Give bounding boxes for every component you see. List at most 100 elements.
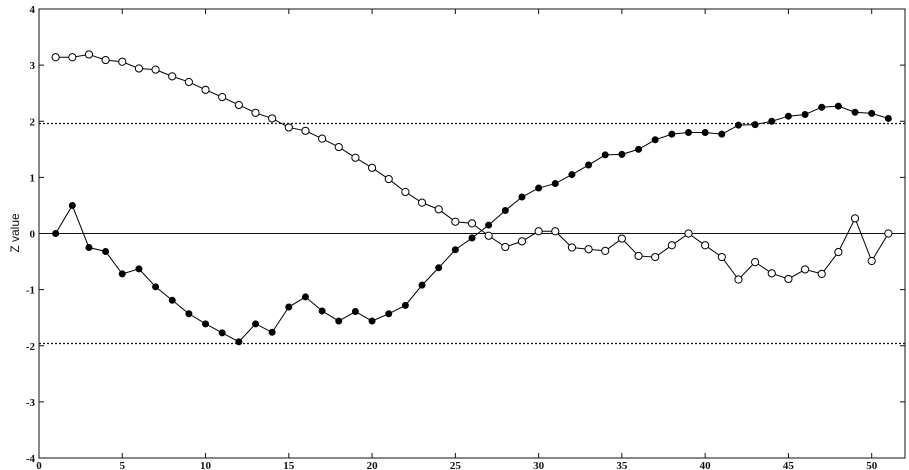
series-0-point [501, 206, 509, 214]
series-1-point [401, 187, 410, 197]
series-0-point [651, 136, 659, 144]
series-1-point [51, 53, 60, 62]
series-1-point [517, 237, 527, 246]
series-0-point [135, 265, 143, 273]
series-0-point [268, 328, 276, 336]
series-1-point [367, 163, 377, 172]
series-1-point [334, 142, 343, 152]
series-1-point [684, 229, 693, 238]
y-tick-label: 4 [30, 4, 36, 16]
series-0-point [285, 303, 293, 311]
y-tick-label: -3 [26, 397, 36, 409]
series-1-point [784, 274, 793, 284]
series-0-point [451, 246, 459, 254]
series-1-point [301, 126, 310, 135]
y-tick-label: 1 [30, 172, 36, 184]
series-1-point [218, 93, 227, 102]
series-0-point [568, 171, 576, 179]
series-1-point [601, 246, 610, 255]
series-1-point [751, 258, 760, 267]
series-0-point [85, 244, 93, 252]
series-1-point [467, 219, 477, 228]
series-1-point [118, 57, 127, 66]
series-0-point [468, 234, 476, 242]
series-1-point [417, 198, 427, 207]
series-0-point [118, 270, 126, 278]
y-tick-label: 0 [30, 229, 36, 241]
series-1-point [184, 77, 193, 87]
series-0-point [318, 307, 326, 315]
series-0-point [535, 184, 543, 192]
series-line-1 [55, 53, 889, 281]
series-0-point [834, 102, 842, 110]
y-tick-label: -4 [26, 453, 36, 465]
series-0-point [152, 283, 160, 291]
series-1-point [501, 242, 510, 252]
series-0-point [68, 201, 76, 209]
series-0-point [351, 308, 359, 316]
series-0-point [635, 145, 643, 153]
series-1-point [151, 65, 160, 74]
y-axis-label: Z value [8, 213, 22, 253]
series-1-point [451, 217, 460, 226]
series-1-point [284, 123, 293, 132]
series-0-point [235, 338, 243, 346]
series-0-point [585, 161, 593, 169]
series-0-point [401, 301, 409, 309]
series-0-point [818, 103, 826, 111]
x-tick-label: 35 [616, 460, 628, 470]
series-0-point [218, 329, 226, 337]
series-0-point [718, 130, 726, 138]
series-1-point [734, 275, 743, 284]
series-1-point [634, 251, 643, 261]
series-0-point [868, 109, 876, 117]
series-1-point [251, 108, 260, 117]
series-0-point [185, 310, 193, 318]
y-tick-label: -2 [26, 341, 36, 353]
x-tick-label: 40 [700, 460, 712, 470]
series-0-point [851, 108, 859, 116]
y-tick-label: -1 [26, 285, 35, 297]
series-0-point [784, 112, 792, 120]
series-1-point [617, 234, 626, 243]
series-1-point [567, 243, 577, 252]
series-1-point [351, 153, 360, 162]
series-1-point [834, 247, 843, 257]
x-tick-label: 25 [450, 460, 462, 470]
series-1-point [434, 205, 443, 214]
series-1-point [867, 256, 876, 266]
series-0-point [551, 180, 559, 188]
series-1-point [318, 134, 327, 143]
series-1-point [201, 85, 210, 94]
series-0-point [701, 128, 709, 136]
series-1-point [717, 252, 726, 262]
series-1-point [268, 114, 277, 123]
series-1-point [534, 227, 543, 236]
x-tick-label: 45 [783, 460, 795, 470]
x-tick-label: 10 [200, 460, 212, 470]
series-0-point [751, 121, 759, 129]
series-1-point [551, 227, 560, 236]
series-1-point [168, 72, 177, 81]
series-0-point [435, 264, 443, 272]
series-0-point [518, 193, 526, 201]
series-1-point [134, 64, 144, 73]
series-1-point [484, 231, 493, 240]
series-1-point [384, 174, 393, 184]
x-tick-label: 15 [283, 460, 295, 470]
series-0-point [301, 293, 309, 301]
series-1-point [651, 252, 660, 262]
series-0-point [202, 320, 210, 328]
series-1-point [584, 245, 593, 254]
series-0-point [685, 128, 692, 136]
x-tick-label: 5 [120, 460, 126, 470]
x-tick-label: 0 [36, 460, 42, 470]
x-tick-label: 20 [367, 460, 379, 470]
series-1-point [234, 100, 243, 110]
series-0-point [368, 317, 376, 325]
series-1-point [84, 50, 94, 59]
series-0-point [485, 221, 493, 229]
series-0-point [618, 150, 626, 158]
x-tick-label: 50 [866, 460, 878, 470]
